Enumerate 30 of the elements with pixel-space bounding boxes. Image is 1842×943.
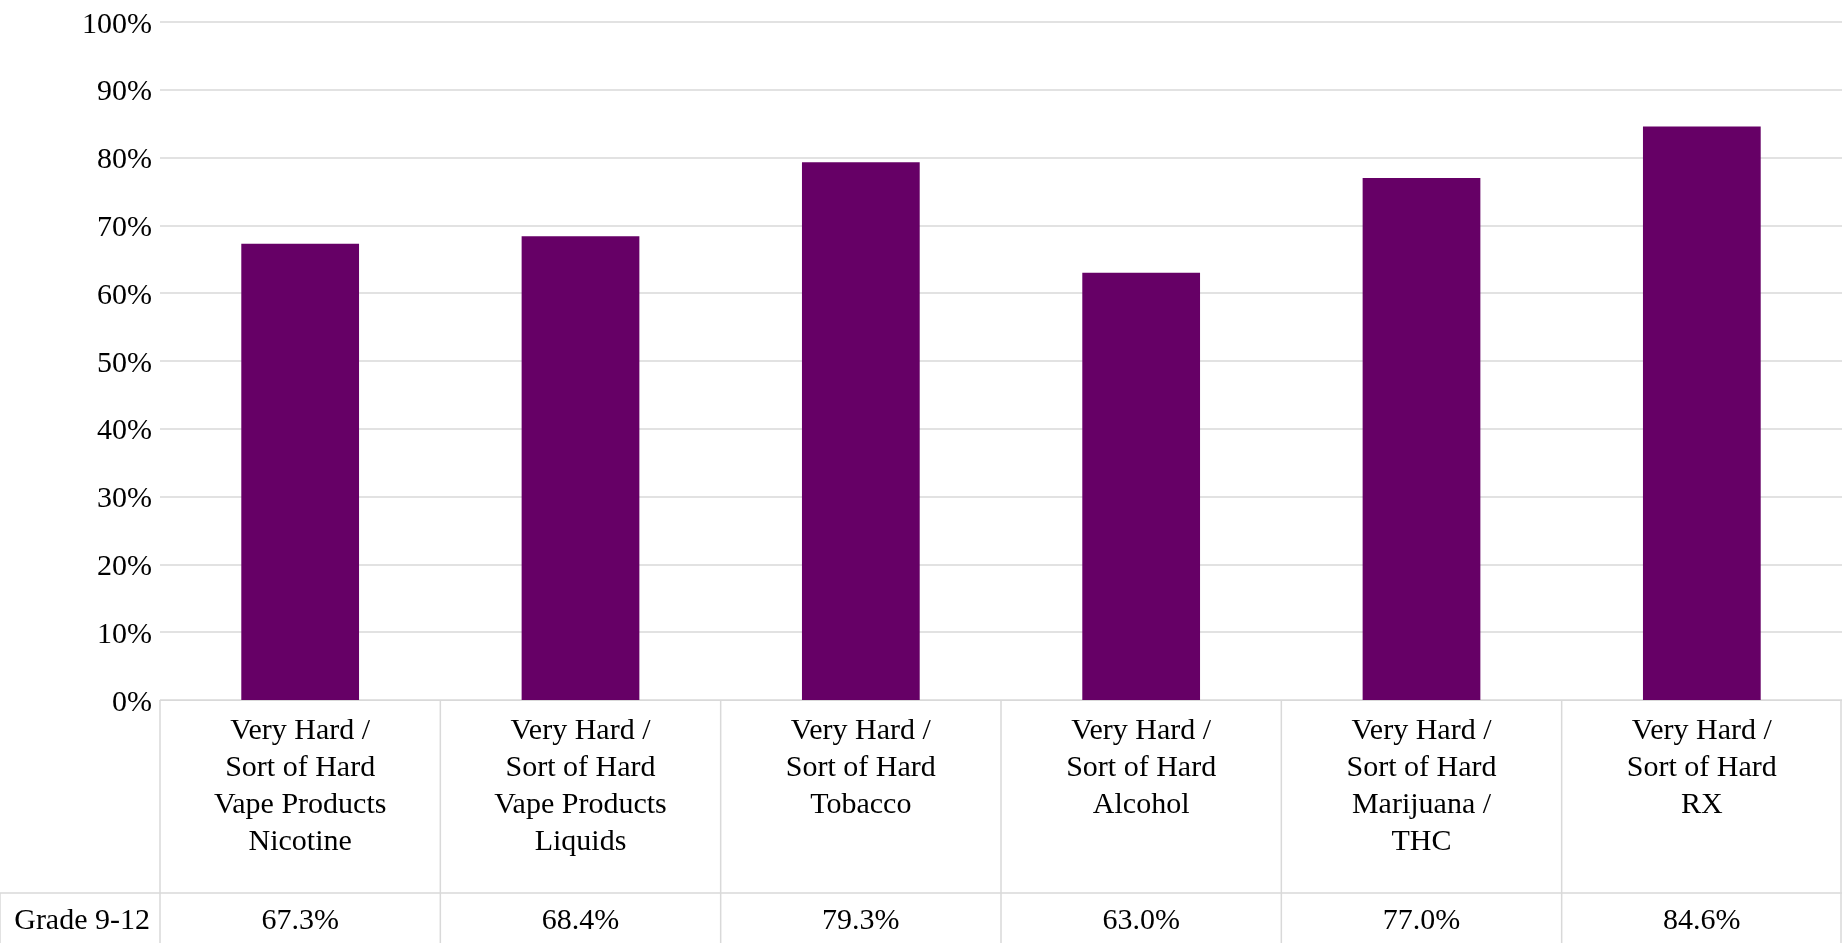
data-label: 77.0%	[1382, 901, 1461, 935]
y-tick-label: 80%	[97, 141, 152, 175]
data-label: 63.0%	[1102, 901, 1180, 935]
bar	[1082, 272, 1201, 700]
y-tick-label: 40%	[97, 412, 152, 446]
bar	[241, 243, 360, 700]
y-tick-label: 30%	[97, 480, 152, 514]
bar	[1642, 126, 1761, 700]
data-label: 79.3%	[822, 901, 900, 935]
x-tick-label: Very Hard / Sort of Hard RX	[1626, 712, 1777, 819]
x-tick-label: Very Hard / Sort of Hard Tobacco	[785, 712, 936, 819]
x-tick-label: Very Hard / Sort of Hard Vape Products Nicotine	[213, 712, 387, 856]
bar	[521, 236, 640, 700]
y-tick-label: 90%	[97, 73, 152, 107]
x-tick-label: Very Hard / Sort of Hard Vape Products Liquids	[494, 712, 667, 856]
y-tick-label: 20%	[97, 547, 152, 581]
y-tick-label: 60%	[97, 276, 152, 310]
bar	[801, 162, 920, 700]
text: Grade 9-12	[14, 901, 150, 935]
y-tick-label: 70%	[97, 208, 152, 242]
data-label: 67.3%	[261, 901, 339, 935]
x-tick-label: Very Hard / Sort of Hard Alcohol	[1066, 712, 1217, 819]
y-tick-label: 50%	[97, 344, 152, 378]
y-tick-label: 0%	[112, 683, 152, 717]
data-label: 68.4%	[541, 901, 620, 935]
x-tick-label: Very Hard / Sort of Hard Marijuana / THC	[1346, 712, 1497, 856]
bar	[1362, 177, 1481, 700]
y-tick-label: 10%	[97, 615, 152, 649]
data-label: 84.6%	[1663, 901, 1741, 935]
y-tick-label: 100%	[82, 5, 152, 39]
